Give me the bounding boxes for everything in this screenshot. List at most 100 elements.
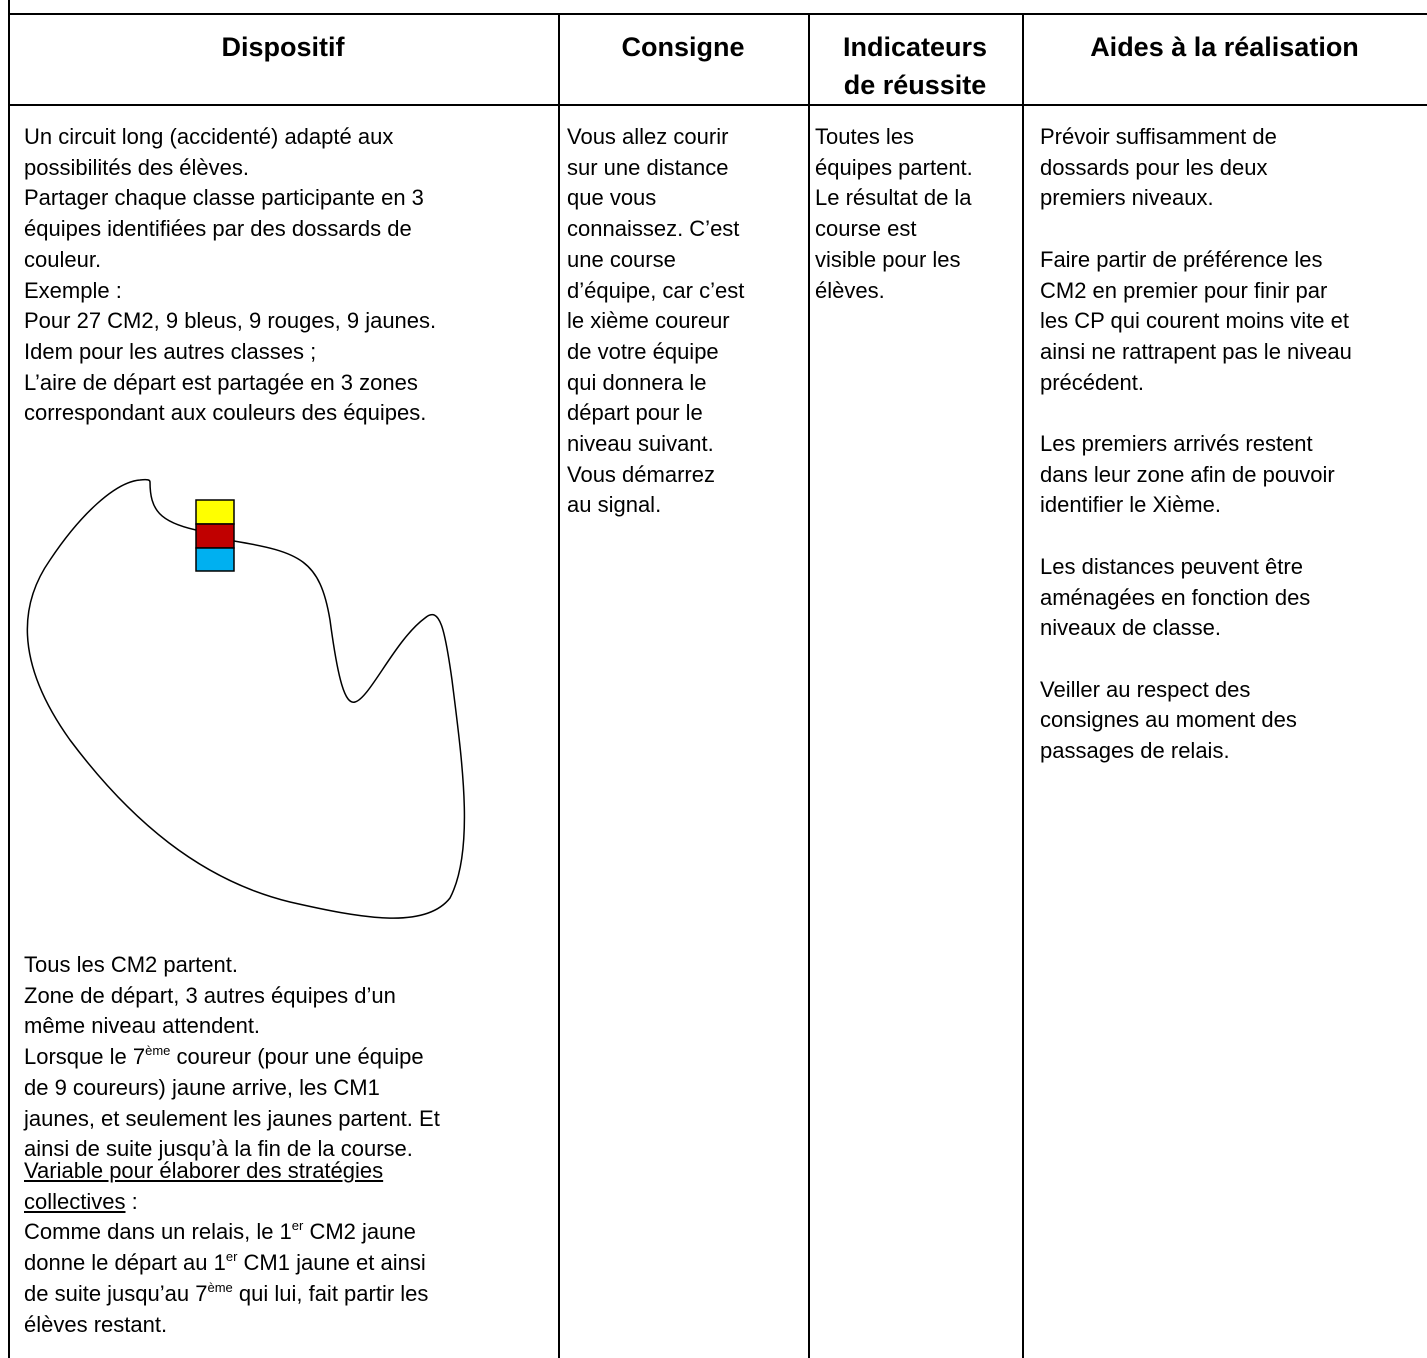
- text-line: consignes au moment des: [1040, 707, 1297, 733]
- header: Consigne: [621, 32, 745, 62]
- text-line: Les premiers arrivés restent: [1040, 431, 1313, 456]
- text-line: les CP qui courent moins vite et: [1040, 308, 1349, 334]
- text-line: Un circuit long (accidenté) adapté aux: [24, 124, 394, 149]
- text-line: premiers niveaux.: [1040, 185, 1214, 211]
- text: :: [125, 1188, 138, 1214]
- text-line: Exemple :: [24, 277, 122, 303]
- text: Comme dans un relais, le 1: [24, 1219, 292, 1245]
- text: CM1 jaune et ainsi: [237, 1250, 426, 1276]
- text-line: Le résultat de la: [815, 185, 972, 211]
- dispositif: Variable pour élaborer des stratégies col…: [24, 1156, 428, 1340]
- superscript: ème: [207, 1279, 233, 1295]
- header-line: de réussite: [843, 70, 987, 100]
- paragraph: Les distances peuvent être aménagées en f…: [1040, 552, 1352, 644]
- text-line: de votre équipe: [567, 338, 719, 364]
- paragraph: Les premiers arrivés restent dans leur zo…: [1040, 429, 1352, 521]
- border: [558, 13, 560, 1358]
- text-line: passages de relais.: [1040, 738, 1230, 763]
- border: [1022, 13, 1024, 1358]
- text-line: ainsi de suite jusqu’à la fin de la cour…: [24, 1136, 413, 1162]
- text-line: Tous les CM2 partent.: [24, 952, 238, 977]
- text-line: dans leur zone afin de pouvoir: [1040, 461, 1335, 487]
- paragraph: Veiller au respect des consignes au momen…: [1040, 675, 1352, 767]
- superscript: er: [225, 1249, 238, 1265]
- text-line: équipes partent.: [815, 154, 973, 180]
- text: coureur (pour une équipe: [170, 1044, 424, 1070]
- text-line: Variable pour élaborer des stratégies: [24, 1156, 428, 1187]
- text: de suite jusqu’au 7: [24, 1280, 208, 1306]
- text-line: Idem pour les autres classes ;: [24, 338, 317, 364]
- text-line: Lorsque le 7ème coureur (pour une équipe: [24, 1042, 440, 1073]
- header-line: Indicateurs: [842, 32, 988, 62]
- text-line: niveaux de classe.: [1040, 615, 1221, 641]
- text-line: connaissez. C’est: [567, 216, 740, 242]
- header: Aides à la réalisation: [1090, 32, 1359, 62]
- text-line: précédent.: [1040, 369, 1144, 395]
- text-line: correspondant aux couleurs des équipes.: [24, 400, 427, 426]
- text-line: Vous démarrez: [567, 461, 715, 487]
- paragraph: Toutes les équipes partent. Le résultat de…: [815, 122, 973, 306]
- text-line: ainsi ne rattrapent pas le niveau: [1040, 338, 1352, 364]
- text-line: jaunes, et seulement les jaunes partent.…: [24, 1105, 440, 1131]
- aides: Prévoir suffisamment de dossards pour les…: [1040, 122, 1352, 797]
- text: CM2 jaune: [303, 1219, 416, 1245]
- circuit-diagram: [26, 478, 466, 919]
- text-line: course est: [815, 216, 917, 242]
- text-line: élèves.: [815, 277, 885, 303]
- border: [808, 13, 810, 1358]
- text-line: élèves restant.: [24, 1311, 168, 1337]
- text-line: identifier le Xième.: [1040, 492, 1221, 518]
- text-line: niveau suivant.: [567, 431, 714, 457]
- text-line: même niveau attendent.: [24, 1013, 261, 1039]
- text-line: Zone de départ, 3 autres équipes d’un: [24, 982, 396, 1008]
- text-line: de suite jusqu’au 7ème qui lui, fait par…: [24, 1279, 428, 1310]
- text-line: L’aire de départ est partagée en 3 zones: [24, 369, 418, 395]
- text: donne le départ au 1: [24, 1250, 226, 1276]
- text-line: au signal.: [567, 492, 662, 518]
- text-line: sur une distance: [567, 154, 729, 180]
- text-line: Toutes les: [815, 124, 915, 149]
- text-line: Pour 27 CM2, 9 bleus, 9 rouges, 9 jaunes…: [24, 308, 437, 334]
- text-line: aménagées en fonction des: [1040, 584, 1311, 610]
- text-line: qui donnera le: [567, 369, 707, 395]
- text-line: Partager chaque classe participante en 3: [24, 185, 424, 211]
- superscript: er: [291, 1218, 304, 1234]
- border: [8, 0, 10, 1358]
- text-line: Faire partir de préférence les: [1040, 246, 1323, 272]
- border: [8, 104, 1427, 106]
- text-line: couleur.: [24, 246, 102, 272]
- underlined-text: Variable pour élaborer des stratégies: [24, 1158, 384, 1183]
- underlined-text: collectives: [24, 1188, 126, 1214]
- text-line: CM2 en premier pour finir par: [1040, 277, 1328, 303]
- text-line: que vous: [567, 185, 657, 211]
- text-line: Comme dans un relais, le 1er CM2 jaune: [24, 1217, 428, 1248]
- text-line: d’équipe, car c’est: [567, 277, 745, 303]
- text-line: Les distances peuvent être: [1040, 553, 1303, 579]
- border: [8, 13, 1427, 15]
- dispositif: Tous les CM2 partent. Zone de départ, 3 a…: [24, 950, 440, 1165]
- paragraph: Vous allez courir sur une distance que vou…: [567, 122, 744, 521]
- text-line: possibilités des élèves.: [24, 154, 250, 180]
- indicateurs: Toutes les équipes partent. Le résultat de…: [815, 122, 973, 337]
- text-line: une course: [567, 246, 676, 272]
- superscript: ème: [145, 1043, 171, 1059]
- text-line: collectives :: [24, 1187, 428, 1218]
- dispositif: Un circuit long (accidenté) adapté aux po…: [24, 122, 436, 429]
- consigne: Vous allez courir sur une distance que vou…: [567, 122, 744, 552]
- text: Lorsque le 7: [24, 1044, 146, 1070]
- text-line: dossards pour les deux: [1040, 154, 1268, 180]
- text-line: départ pour le: [567, 400, 703, 426]
- text-line: de 9 coureurs) jaune arrive, les CM1: [24, 1074, 380, 1100]
- text-line: équipes identifiées par des dossards de: [24, 216, 412, 242]
- text-line: donne le départ au 1er CM1 jaune et ains…: [24, 1248, 428, 1279]
- text-line: le xième coureur: [567, 308, 730, 334]
- text: qui lui, fait partir les: [232, 1280, 429, 1306]
- header: Dispositif: [221, 32, 345, 62]
- header: Indicateurs de réussite: [808, 28, 1022, 104]
- text-line: Vous allez courir: [567, 124, 729, 149]
- text-line: Veiller au respect des: [1040, 676, 1251, 702]
- text-line: Prévoir suffisamment de: [1040, 124, 1277, 149]
- paragraph: Faire partir de préférence les CM2 en pre…: [1040, 245, 1352, 399]
- paragraph: Prévoir suffisamment de dossards pour les…: [1040, 122, 1352, 214]
